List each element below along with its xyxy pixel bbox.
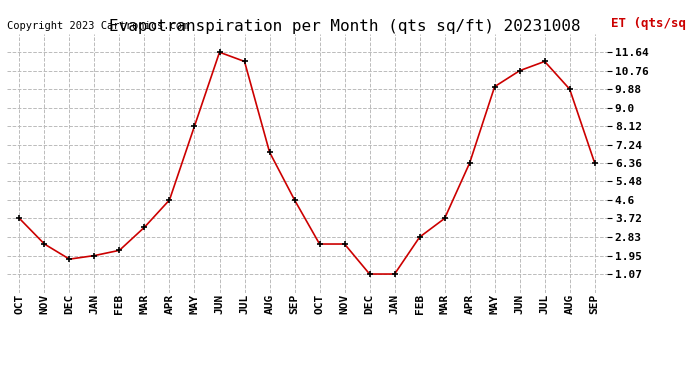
Text: Copyright 2023 Cartronics.com: Copyright 2023 Cartronics.com xyxy=(7,21,188,31)
Text: ET (qts/sq ft): ET (qts/sq ft) xyxy=(611,17,690,30)
Text: Evapotranspiration per Month (qts sq/ft) 20231008: Evapotranspiration per Month (qts sq/ft)… xyxy=(109,19,581,34)
